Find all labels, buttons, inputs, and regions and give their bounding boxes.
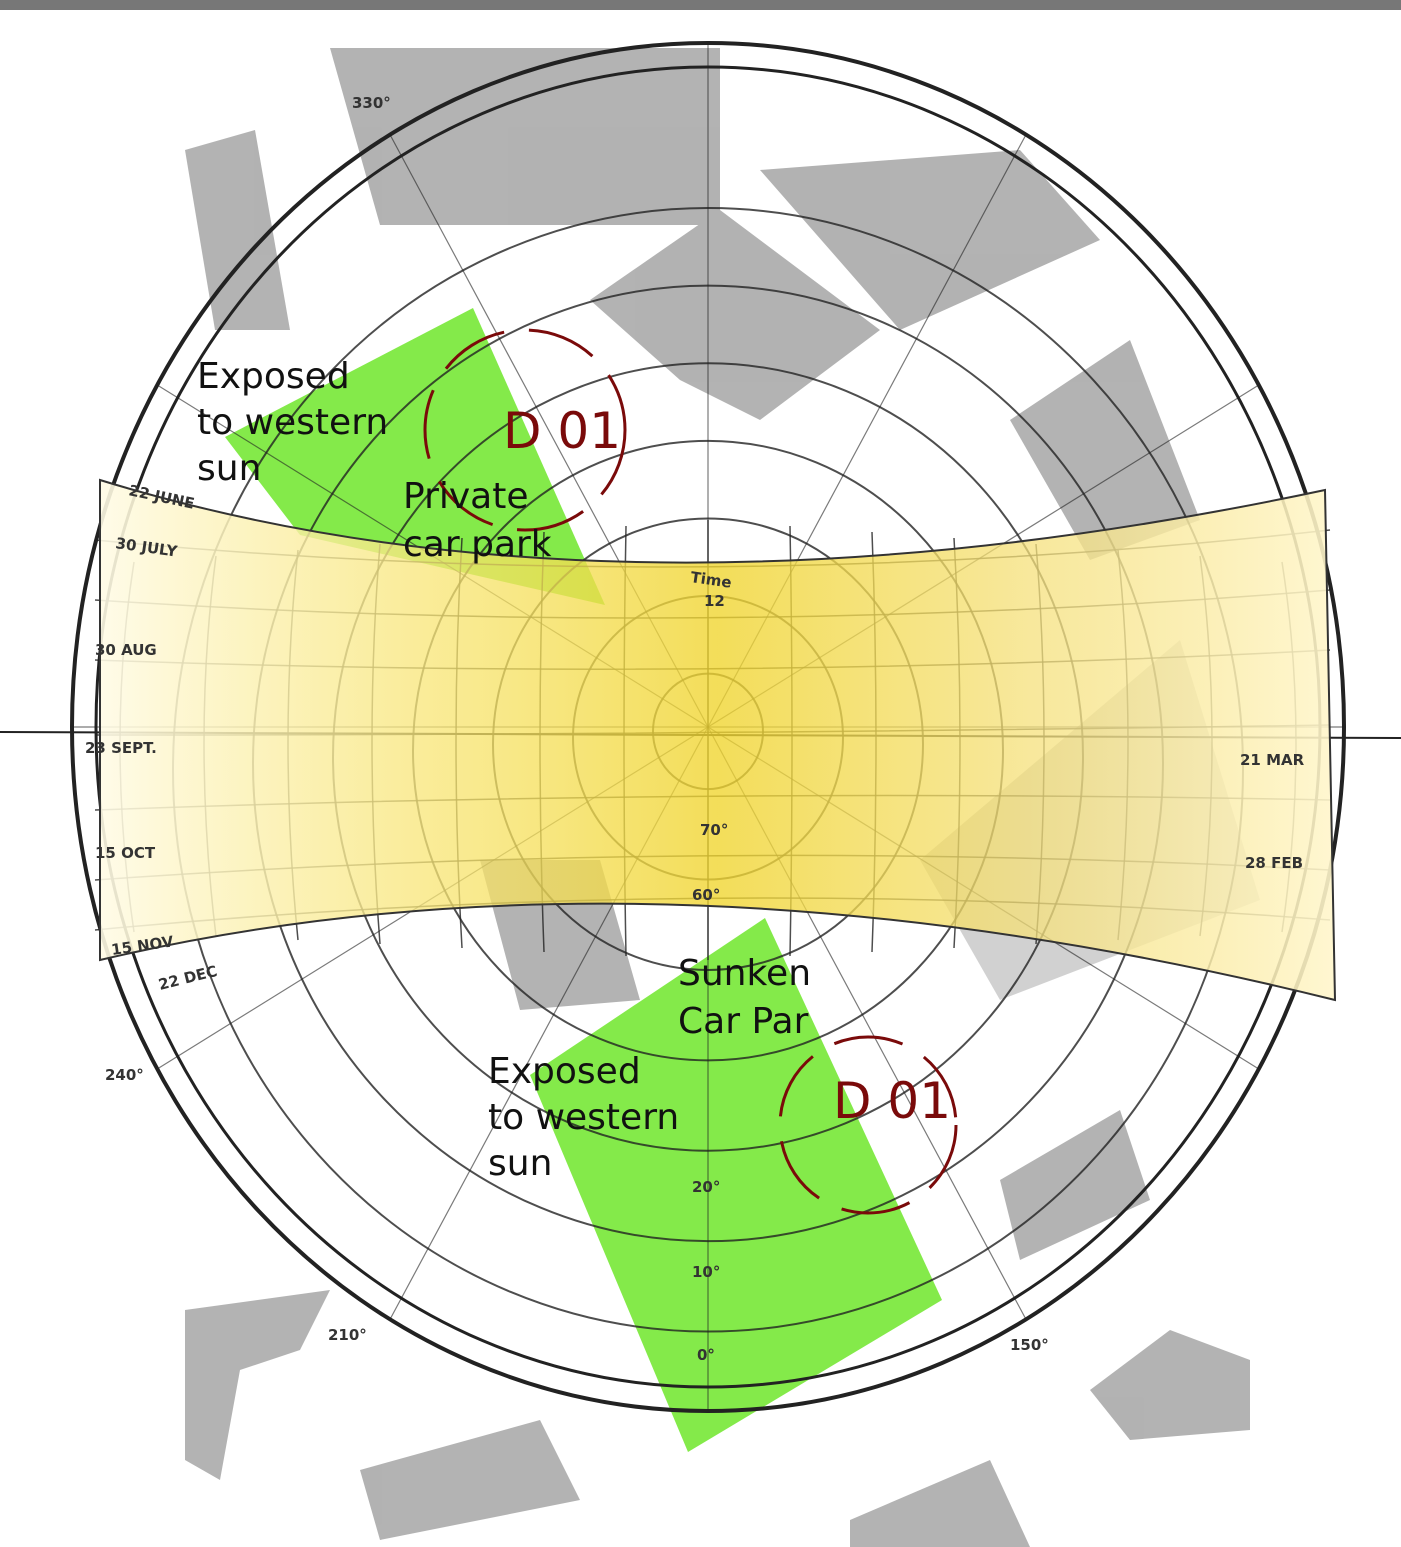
exposure-zone (530, 918, 942, 1452)
altitude-label: 70° (700, 821, 728, 839)
sun-band (99, 478, 1337, 1002)
site-marker (423, 328, 627, 532)
top-bar (0, 0, 1401, 10)
note: Sunken Car Par (678, 953, 822, 1042)
altitude-label: 10° (692, 1263, 720, 1281)
azimuth-label: 210° (328, 1326, 367, 1344)
azimuth-label: 240° (105, 1066, 144, 1084)
azimuth-label: 150° (1010, 1336, 1049, 1354)
time-label: Time (689, 568, 732, 592)
date-label: 23 SEPT. (85, 739, 157, 757)
date-label: 30 AUG (95, 641, 157, 659)
site-label: D 01 (833, 1072, 951, 1130)
date-labels: 22 JUNE 30 JULY 30 AUG 23 SEPT. 15 OCT 1… (85, 94, 1305, 1364)
altitude-label: 60° (692, 886, 720, 904)
date-label: 22 DEC (157, 962, 219, 994)
altitude-label: 20° (692, 1178, 720, 1196)
time-label: 12 (704, 592, 725, 610)
date-label: 15 OCT (95, 844, 156, 862)
note: Exposed to western sun (488, 1051, 691, 1184)
note: Exposed to western sun (197, 356, 400, 489)
site-marker (778, 1035, 958, 1215)
date-label: 28 FEB (1245, 854, 1303, 872)
date-label: 21 MAR (1240, 751, 1305, 769)
exposure-zone (225, 308, 605, 605)
site-label: D 01 (503, 402, 621, 460)
azimuth-label: 330° (352, 94, 391, 112)
altitude-label: 0° (697, 1346, 715, 1364)
note: Private car park (403, 476, 552, 565)
